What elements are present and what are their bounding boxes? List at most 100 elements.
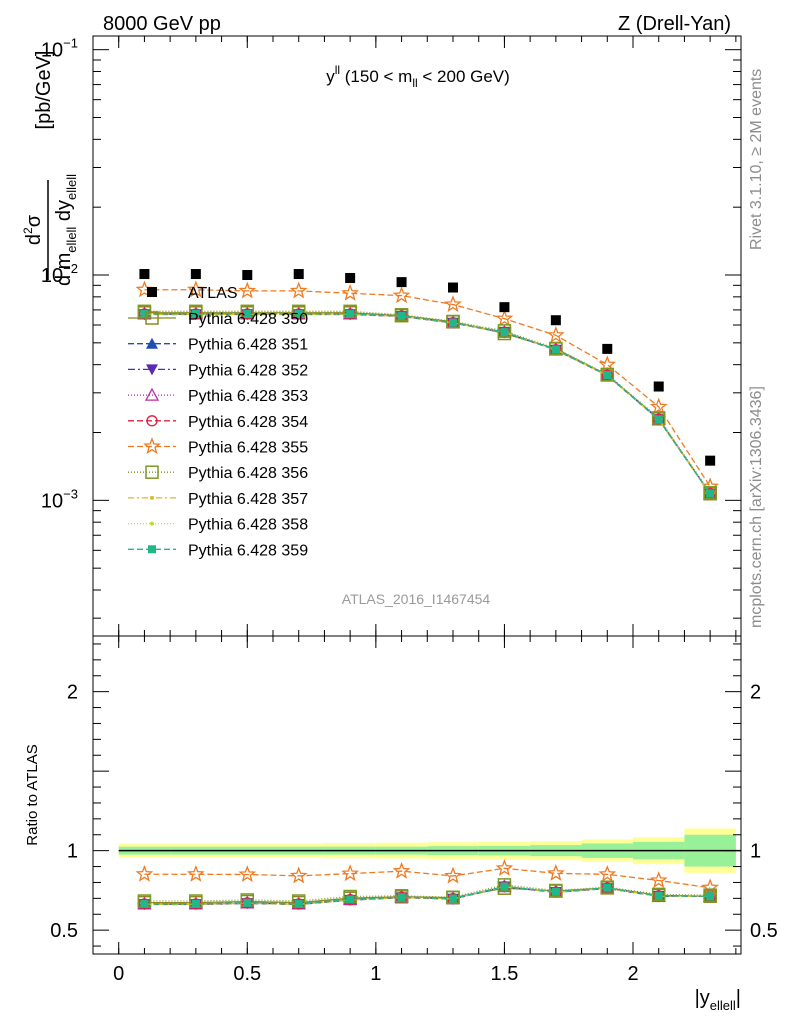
series-point [394, 308, 409, 322]
series-point [549, 341, 563, 356]
y-tick-label: 10−3 [41, 486, 78, 512]
x-tick-label: 1.5 [491, 963, 519, 985]
ratio-series-point [703, 888, 717, 902]
ratio-series-line [144, 867, 711, 889]
ratio-y-tick-label-right: 1 [750, 841, 761, 863]
ratio-series-point [603, 883, 612, 892]
series-point [140, 309, 149, 318]
ratio-series-point [649, 871, 668, 889]
y-tick-label: 10−2 [41, 261, 78, 287]
ratio-series-point [551, 887, 560, 896]
ratio-y-tick-label: 0.5 [50, 920, 78, 942]
svg-text:d2σ: d2σ [21, 214, 45, 245]
series-line [144, 289, 711, 488]
legend-marker [143, 437, 161, 455]
data-point [190, 269, 201, 280]
legend-label: Pythia 6.428 357 [188, 491, 308, 508]
x-tick-label: 1 [370, 963, 381, 985]
legend: ATLAS Pythia 6.428 350 Pythia 6.428 351 Pyt… [128, 285, 308, 559]
data-point [653, 381, 664, 392]
legend-marker [145, 465, 159, 479]
x-tick-label: 0 [113, 963, 124, 985]
plot-title: yll (150 < mll < 200 GeV) [326, 63, 510, 90]
ratio-series-point [135, 864, 154, 882]
ratio-series-point [500, 882, 509, 891]
series-line [144, 313, 711, 495]
legend-label: Pythia 6.428 356 [188, 465, 308, 482]
legend-marker [145, 311, 159, 325]
series-point [346, 309, 355, 318]
series-point [649, 397, 668, 415]
ratio-series-point [243, 898, 252, 907]
svg-text:[pb/GeV]: [pb/GeV] [33, 51, 55, 130]
ratio-series-point [186, 864, 205, 882]
ratio-series-point [497, 878, 512, 892]
ratio-series-point [397, 893, 406, 902]
y-axis-label-bottom: Ratio to ATLAS [24, 744, 41, 845]
legend-marker-atlas [147, 287, 157, 297]
legend-marker [150, 495, 154, 500]
ratio-series-point [346, 895, 355, 904]
legend-label: Pythia 6.428 359 [188, 542, 308, 559]
ratio-series-line [144, 885, 711, 905]
svg-text:Rivet 3.1.10, ≥ 2M events: Rivet 3.1.10, ≥ 2M events [748, 69, 765, 250]
ratio-panel [92, 635, 742, 955]
svg-text:mcplots.cern.ch [arXiv:1306.34: mcplots.cern.ch [arXiv:1306.3436] [748, 386, 765, 628]
y-tick-label: 10−1 [41, 36, 78, 62]
series-point [500, 328, 509, 337]
ratio-series-point [546, 864, 565, 881]
x-tick-label: 2 [627, 963, 638, 985]
series-point [186, 280, 205, 298]
legend-label: Pythia 6.428 353 [188, 388, 308, 405]
analysis-annotation: ATLAS_2016_I1467454 [342, 591, 491, 607]
ratio-series-point [495, 859, 514, 876]
series-point [243, 309, 252, 318]
ratio-series-point [238, 865, 257, 883]
legend-label: Pythia 6.428 352 [188, 362, 308, 379]
legend-label: Pythia 6.428 350 [188, 311, 308, 328]
ratio-series-point [140, 899, 149, 908]
series-point [603, 370, 612, 379]
ratio-series-line [144, 885, 711, 905]
data-point [499, 302, 510, 313]
ratio-series-point [701, 878, 720, 896]
series-point [444, 295, 462, 313]
legend-marker [146, 415, 158, 427]
legend-label-atlas: ATLAS [188, 285, 238, 302]
series-point [341, 283, 360, 301]
main-panel [92, 35, 742, 637]
x-tick-label: 0.5 [233, 963, 261, 985]
ratio-series-point [394, 889, 409, 903]
ratio-series-point [289, 866, 308, 884]
x-axis-label: |yellell| [695, 987, 741, 1013]
data-point [293, 269, 304, 280]
data-point [550, 315, 561, 326]
series-point [654, 415, 663, 424]
legend-label: Pythia 6.428 351 [188, 337, 308, 354]
legend-label: Pythia 6.428 355 [188, 440, 308, 457]
header-left: 8000 GeV pp [103, 13, 221, 35]
series-point [238, 281, 257, 299]
ratio-series-point [449, 894, 457, 903]
legend-marker [146, 337, 158, 349]
series-point [706, 489, 715, 498]
series-point [191, 309, 200, 318]
series-point [495, 309, 514, 327]
legend-label: Pythia 6.428 354 [188, 414, 308, 431]
series-point [600, 367, 615, 382]
series-point [449, 318, 457, 327]
ratio-series-point [392, 861, 411, 879]
ratio-y-tick-label-right: 2 [750, 682, 761, 704]
legend-marker [146, 364, 158, 376]
ratio-y-tick-label-right: 0.5 [750, 920, 778, 942]
ratio-series-point [654, 891, 663, 900]
ratio-frame [92, 635, 742, 955]
ratio-series-point [444, 866, 462, 884]
series-point [294, 309, 303, 318]
series-point [703, 486, 717, 500]
ratio-series-point [600, 880, 615, 894]
legend-marker [148, 545, 156, 554]
series-point [397, 311, 406, 320]
series-point [551, 345, 560, 354]
